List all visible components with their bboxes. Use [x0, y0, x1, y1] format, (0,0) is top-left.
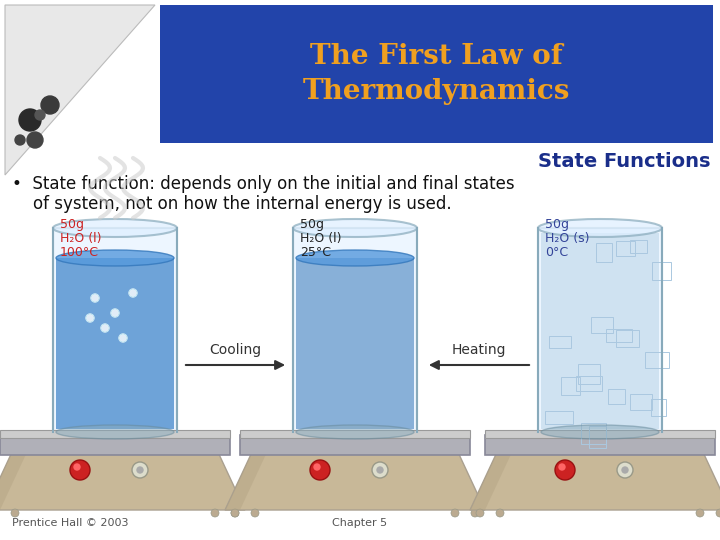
- Circle shape: [111, 309, 119, 317]
- Text: •  State function: depends only on the initial and final states: • State function: depends only on the in…: [12, 175, 515, 193]
- Polygon shape: [225, 435, 485, 510]
- Polygon shape: [0, 435, 230, 455]
- Circle shape: [35, 110, 45, 120]
- Text: 50g: 50g: [545, 218, 569, 231]
- Text: 25°C: 25°C: [300, 246, 331, 259]
- FancyBboxPatch shape: [485, 430, 715, 438]
- Circle shape: [314, 464, 320, 470]
- Polygon shape: [5, 5, 155, 175]
- Circle shape: [377, 467, 383, 473]
- Text: Chapter 5: Chapter 5: [333, 518, 387, 528]
- Circle shape: [101, 324, 109, 332]
- Text: Cooling: Cooling: [209, 343, 261, 357]
- Circle shape: [74, 464, 80, 470]
- Text: The First Law of
Thermodynamics: The First Law of Thermodynamics: [302, 43, 570, 105]
- FancyBboxPatch shape: [541, 233, 659, 429]
- FancyBboxPatch shape: [0, 430, 230, 438]
- FancyBboxPatch shape: [53, 228, 177, 432]
- Circle shape: [132, 462, 148, 478]
- Ellipse shape: [56, 250, 174, 266]
- Ellipse shape: [296, 425, 414, 439]
- FancyBboxPatch shape: [293, 228, 417, 432]
- FancyBboxPatch shape: [160, 5, 713, 143]
- Ellipse shape: [53, 219, 177, 237]
- Polygon shape: [0, 435, 35, 510]
- Circle shape: [451, 509, 459, 517]
- Text: 0°C: 0°C: [545, 246, 568, 259]
- Ellipse shape: [296, 250, 414, 266]
- Polygon shape: [225, 435, 275, 510]
- Circle shape: [91, 294, 99, 302]
- Ellipse shape: [538, 219, 662, 237]
- FancyBboxPatch shape: [538, 228, 662, 432]
- Ellipse shape: [56, 425, 174, 439]
- Circle shape: [559, 464, 565, 470]
- Ellipse shape: [541, 425, 659, 439]
- Circle shape: [555, 460, 575, 480]
- Text: Heating: Heating: [451, 343, 506, 357]
- Circle shape: [231, 509, 239, 517]
- Text: 100°C: 100°C: [60, 246, 99, 259]
- FancyBboxPatch shape: [56, 258, 174, 429]
- Circle shape: [137, 467, 143, 473]
- Circle shape: [231, 509, 239, 517]
- Circle shape: [19, 109, 41, 131]
- Circle shape: [716, 509, 720, 517]
- Circle shape: [471, 509, 479, 517]
- Text: State Functions: State Functions: [538, 152, 710, 171]
- Circle shape: [310, 460, 330, 480]
- Ellipse shape: [293, 219, 417, 237]
- Polygon shape: [485, 435, 715, 455]
- Text: H₂O (s): H₂O (s): [545, 232, 590, 245]
- FancyBboxPatch shape: [240, 430, 470, 438]
- Circle shape: [211, 509, 219, 517]
- Circle shape: [27, 132, 43, 148]
- Circle shape: [129, 289, 137, 297]
- Circle shape: [15, 135, 25, 145]
- Circle shape: [70, 460, 90, 480]
- Text: 50g: 50g: [60, 218, 84, 231]
- Polygon shape: [470, 435, 520, 510]
- Text: 50g: 50g: [300, 218, 324, 231]
- Circle shape: [496, 509, 504, 517]
- Polygon shape: [470, 435, 720, 510]
- FancyBboxPatch shape: [296, 258, 414, 429]
- Text: H₂O (l): H₂O (l): [300, 232, 341, 245]
- Circle shape: [119, 334, 127, 342]
- Circle shape: [622, 467, 628, 473]
- Circle shape: [86, 314, 94, 322]
- Text: Prentice Hall © 2003: Prentice Hall © 2003: [12, 518, 128, 528]
- Circle shape: [617, 462, 633, 478]
- Text: H₂O (l): H₂O (l): [60, 232, 102, 245]
- Text: of system, not on how the internal energy is used.: of system, not on how the internal energ…: [12, 195, 451, 213]
- Polygon shape: [0, 435, 245, 510]
- Circle shape: [476, 509, 484, 517]
- Polygon shape: [240, 435, 470, 455]
- Circle shape: [696, 509, 704, 517]
- Circle shape: [11, 509, 19, 517]
- Circle shape: [372, 462, 388, 478]
- Circle shape: [251, 509, 259, 517]
- Circle shape: [41, 96, 59, 114]
